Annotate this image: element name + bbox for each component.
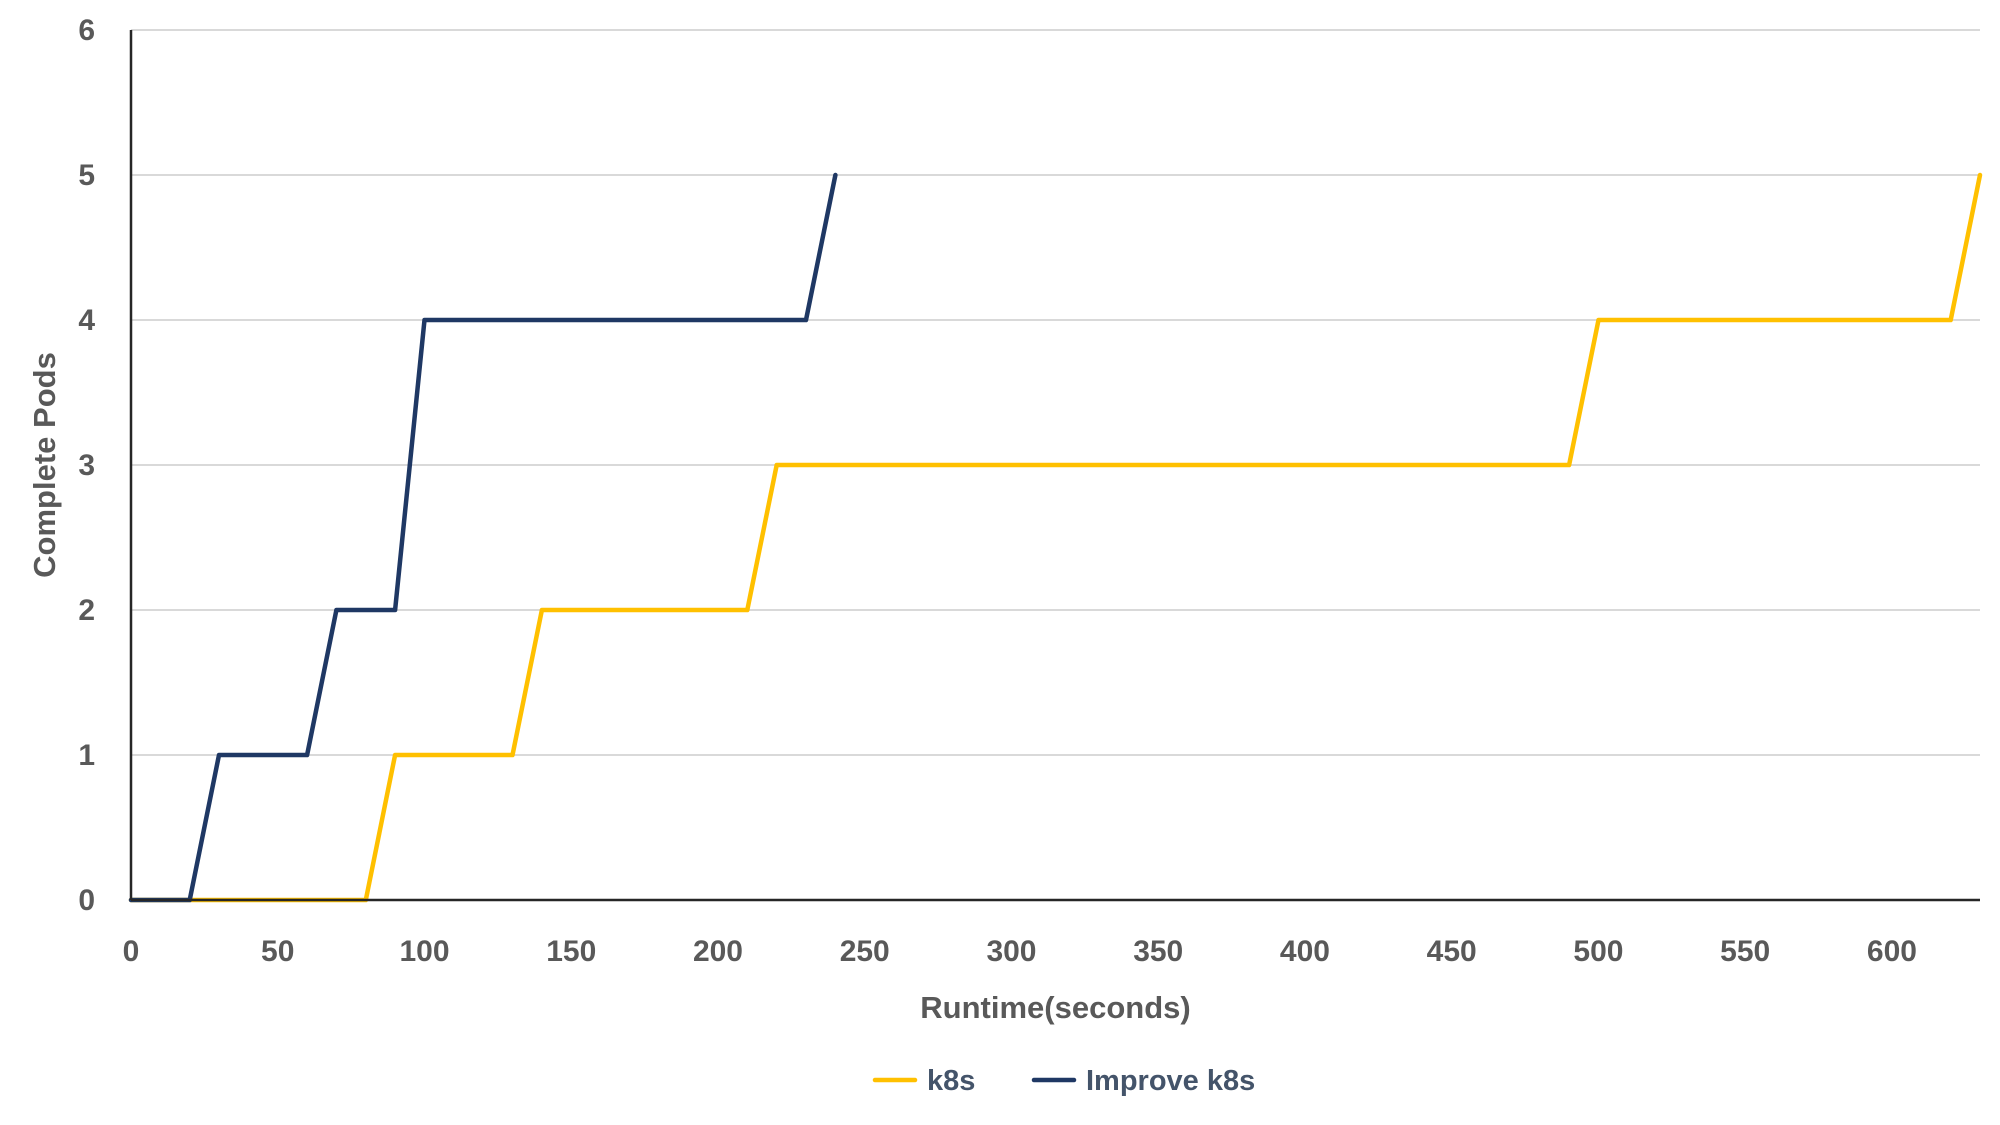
legend-label-k8s: k8s xyxy=(927,1065,975,1097)
x-tick-label-150: 150 xyxy=(546,935,596,968)
x-tick-label-50: 50 xyxy=(261,935,294,968)
y-tick-label-4: 4 xyxy=(78,304,95,337)
x-tick-label-300: 300 xyxy=(986,935,1036,968)
legend-item-k8s: k8s xyxy=(872,1065,975,1097)
x-tick-label-550: 550 xyxy=(1720,935,1770,968)
y-tick-label-1: 1 xyxy=(78,739,95,772)
grid-lines xyxy=(131,29,1980,756)
y-tick-label-5: 5 xyxy=(78,159,95,192)
x-tick-label-100: 100 xyxy=(399,935,449,968)
y-tick-label-0: 0 xyxy=(78,884,95,917)
x-tick-label-600: 600 xyxy=(1867,935,1917,968)
series-lines xyxy=(128,172,1983,903)
x-tick-label-200: 200 xyxy=(693,935,743,968)
y-tick-label-6: 6 xyxy=(78,14,95,47)
y-tick-labels: 0 1 2 3 4 5 6 xyxy=(78,14,95,917)
x-tick-label-0: 0 xyxy=(123,935,140,968)
x-axis-title: Runtime(seconds) xyxy=(920,990,1190,1025)
legend: k8s Improve k8s xyxy=(872,1065,1255,1097)
y-tick-label-2: 2 xyxy=(78,594,95,627)
x-tick-label-250: 250 xyxy=(840,935,890,968)
y-axis-title: Complete Pods xyxy=(27,352,62,578)
x-tick-label-450: 450 xyxy=(1427,935,1477,968)
x-tick-label-350: 350 xyxy=(1133,935,1183,968)
series-line-improve-k8s xyxy=(128,172,838,903)
series-line-k8s xyxy=(128,172,1983,903)
y-tick-label-3: 3 xyxy=(78,449,95,482)
legend-label-improve-k8s: Improve k8s xyxy=(1086,1065,1255,1097)
axes xyxy=(129,30,1980,902)
legend-item-improve-k8s: Improve k8s xyxy=(1031,1065,1255,1097)
x-tick-labels: 0 50 100 150 200 250 300 350 400 450 500 550 600 xyxy=(123,935,1917,968)
x-tick-label-500: 500 xyxy=(1573,935,1623,968)
x-tick-label-400: 400 xyxy=(1280,935,1330,968)
